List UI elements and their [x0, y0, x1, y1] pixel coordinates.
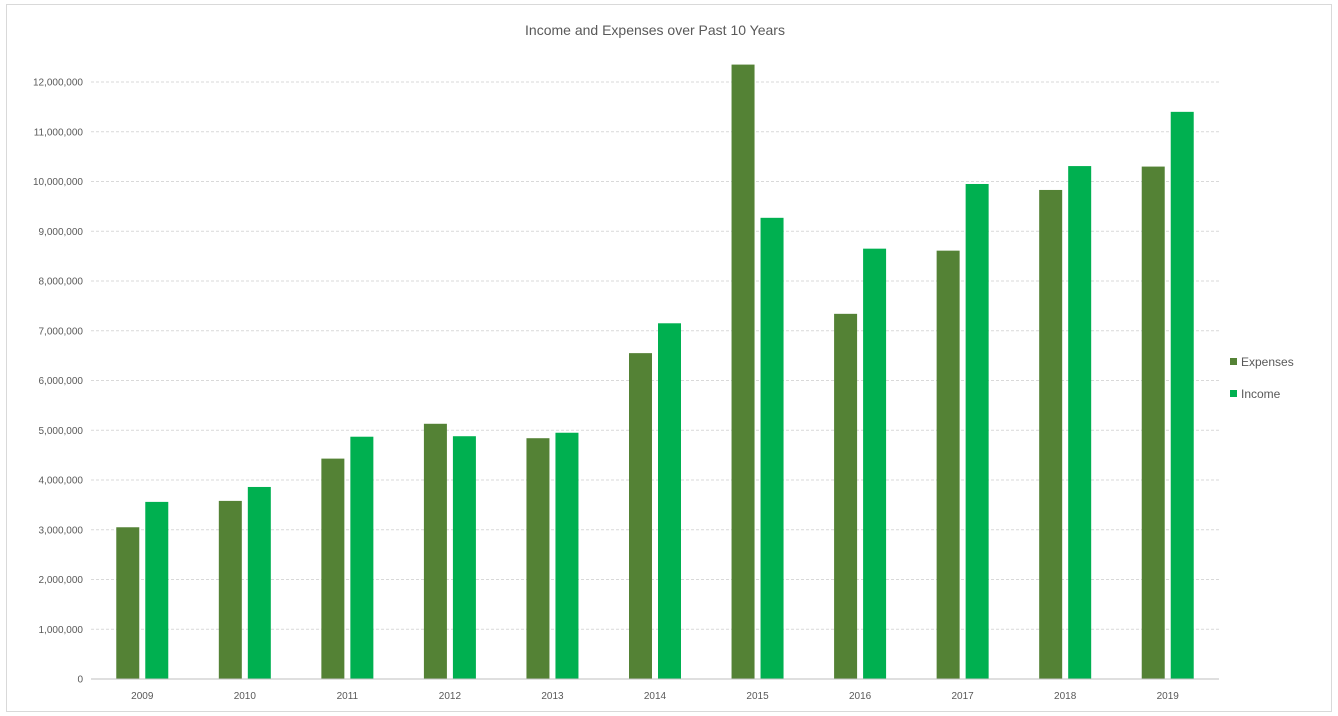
x-tick-label: 2018: [1054, 691, 1077, 702]
bar-expenses-2019: [1141, 166, 1165, 679]
y-tick-label: 1,000,000: [39, 625, 84, 636]
legend-label-expenses: Expenses: [1241, 355, 1294, 369]
bar-income-2012: [452, 436, 476, 679]
x-tick-label: 2014: [644, 691, 667, 702]
bar-expenses-2010: [218, 500, 242, 679]
legend-swatch-expenses: [1230, 358, 1237, 365]
bar-expenses-2011: [321, 458, 345, 679]
legend-label-income: Income: [1241, 387, 1281, 401]
y-tick-label: 5,000,000: [39, 426, 84, 437]
bars: [116, 64, 1194, 680]
x-tick-label: 2015: [746, 691, 769, 702]
y-tick-label: 7,000,000: [39, 326, 84, 337]
bar-income-2010: [247, 486, 271, 679]
bar-income-2013: [555, 432, 579, 679]
y-tick-label: 0: [77, 675, 83, 686]
bar-chart: Income and Expenses over Past 10 Years 0…: [33, 22, 1294, 702]
bar-expenses-2013: [526, 438, 550, 679]
x-tick-label: 2017: [952, 691, 975, 702]
bar-income-2017: [965, 183, 989, 680]
gridlines: [91, 81, 1219, 630]
y-tick-label: 10,000,000: [33, 177, 83, 188]
bar-income-2019: [1170, 111, 1194, 680]
x-tick-label: 2009: [131, 691, 154, 702]
bar-income-2015: [760, 217, 784, 679]
bar-expenses-2009: [116, 527, 140, 679]
bar-income-2009: [145, 501, 169, 679]
bar-income-2011: [350, 436, 374, 679]
y-tick-label: 8,000,000: [39, 277, 84, 288]
bar-income-2018: [1068, 166, 1092, 679]
y-tick-label: 6,000,000: [39, 376, 84, 387]
y-tick-label: 9,000,000: [39, 227, 84, 238]
x-tick-label: 2011: [337, 691, 359, 702]
x-tick-label: 2013: [541, 691, 564, 702]
x-tick-label: 2010: [234, 691, 257, 702]
y-axis-tick-labels: 0 1,000,000 2,000,000 3,000,000 4,000,000 5,0…: [33, 78, 84, 686]
bar-expenses-2015: [731, 64, 755, 679]
legend-swatch-income: [1230, 390, 1237, 397]
bar-expenses-2016: [834, 313, 858, 679]
bar-expenses-2018: [1039, 189, 1063, 679]
x-tick-label: 2012: [439, 691, 462, 702]
x-axis-tick-labels: 2009 2010 2011 2012 2013 2014 2015 2016 2017 2018…: [131, 691, 1179, 702]
x-tick-label: 2019: [1157, 691, 1180, 702]
bar-expenses-2014: [629, 353, 652, 679]
y-tick-label: 3,000,000: [39, 525, 84, 536]
chart-title: Income and Expenses over Past 10 Years: [525, 22, 785, 38]
chart-area: Income and Expenses over Past 10 Years 0…: [6, 4, 1332, 712]
bar-expenses-2017: [936, 250, 960, 679]
bar-income-2016: [863, 248, 887, 679]
y-tick-label: 2,000,000: [39, 575, 84, 586]
y-tick-label: 12,000,000: [33, 78, 83, 89]
x-tick-label: 2016: [849, 691, 872, 702]
legend: Expenses Income: [1230, 355, 1294, 401]
bar-expenses-2012: [423, 423, 447, 679]
bar-income-2014: [658, 323, 681, 679]
y-tick-label: 4,000,000: [39, 476, 84, 487]
y-tick-label: 11,000,000: [34, 127, 84, 138]
